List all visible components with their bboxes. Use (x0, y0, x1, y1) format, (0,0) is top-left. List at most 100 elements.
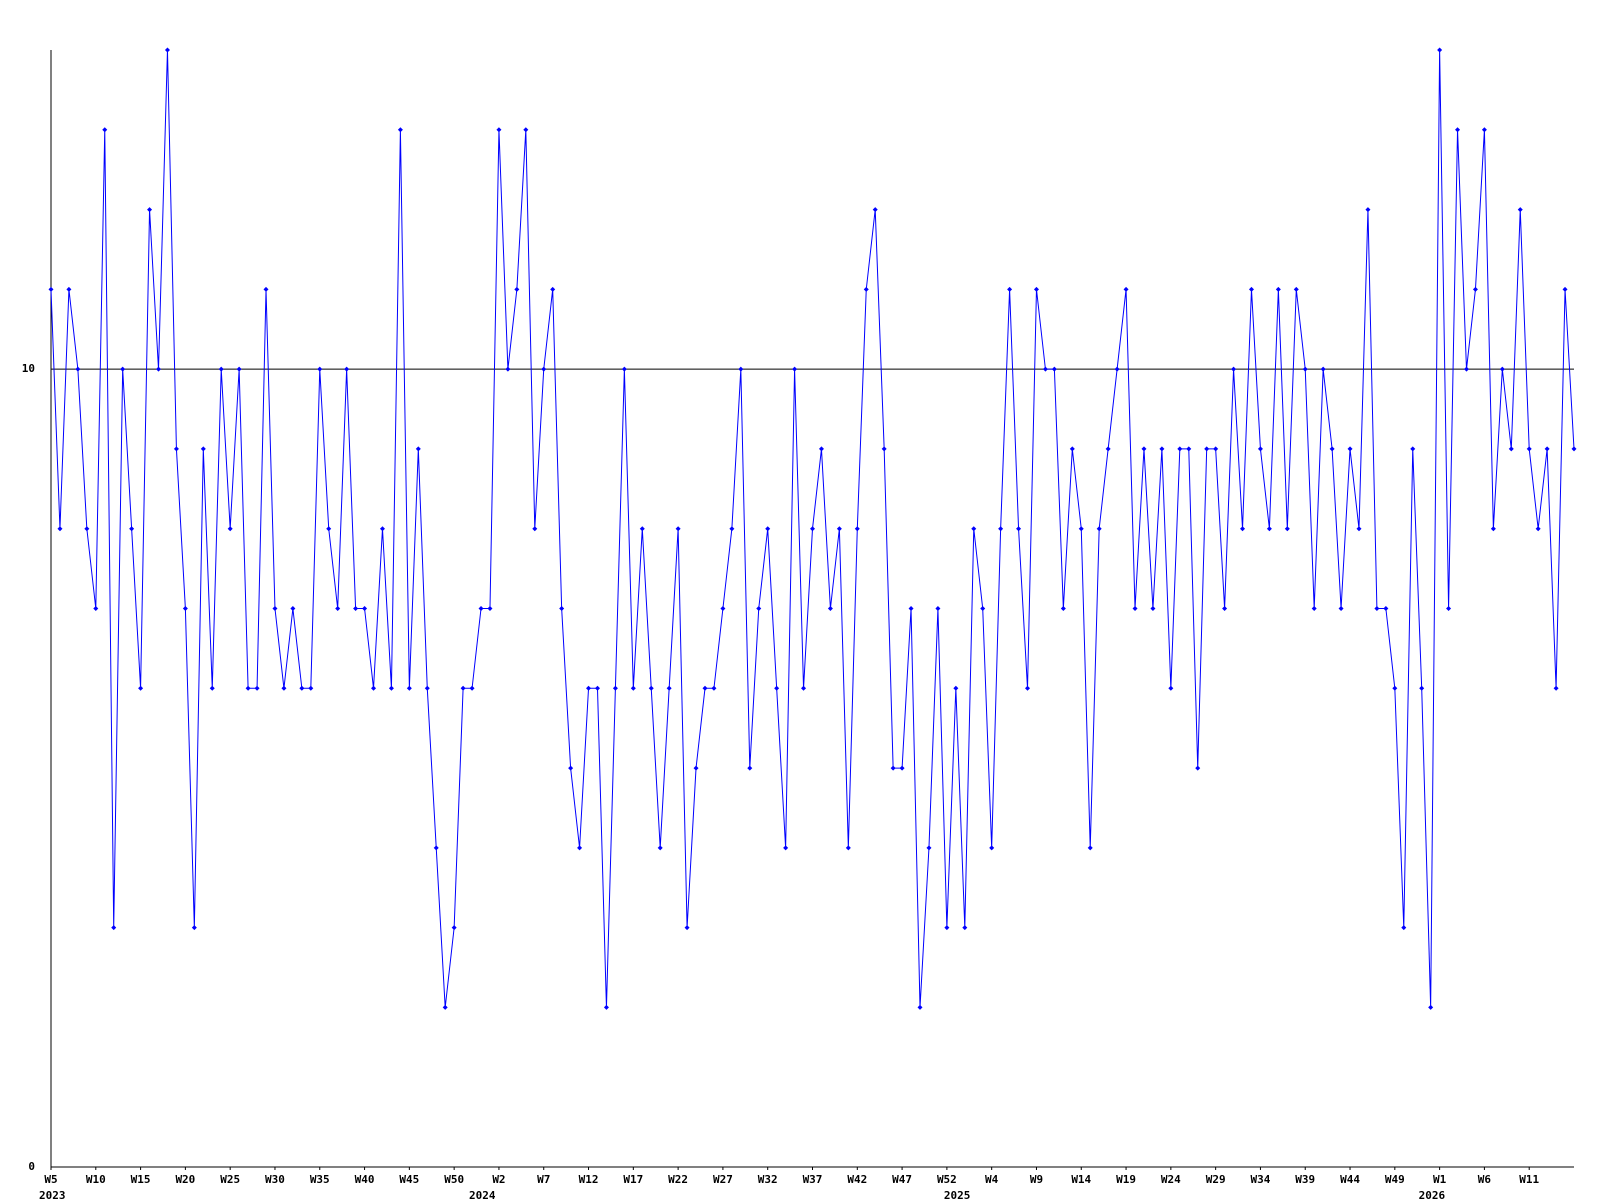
point (93, 606, 99, 611)
point (48, 286, 54, 292)
point (827, 606, 833, 611)
point (379, 526, 385, 532)
point (1356, 526, 1362, 532)
point (164, 47, 170, 53)
point (1472, 286, 1478, 292)
point (200, 446, 206, 452)
point (254, 685, 260, 691)
point (612, 685, 618, 691)
point (514, 286, 520, 292)
point (1392, 685, 1398, 691)
point (1096, 526, 1102, 532)
point (460, 685, 466, 691)
point (621, 366, 627, 372)
point (451, 925, 457, 931)
x-tick-label: W24 (1161, 1173, 1181, 1186)
point (1463, 366, 1469, 372)
point (594, 685, 600, 691)
y-tick-label: 0 (28, 1160, 35, 1173)
point (415, 446, 421, 452)
point (702, 685, 708, 691)
point (1042, 366, 1048, 372)
point (1499, 366, 1505, 372)
point (1553, 685, 1559, 691)
point (111, 925, 117, 931)
point (729, 526, 735, 532)
year-label: 2023 (39, 1189, 66, 1200)
point (1374, 606, 1380, 611)
point (1401, 925, 1407, 931)
point (1266, 526, 1272, 532)
point (1016, 526, 1022, 532)
point (1562, 286, 1568, 292)
point (935, 606, 941, 611)
point (75, 366, 81, 372)
point (236, 366, 242, 372)
point (1159, 446, 1165, 452)
x-tick-label: W45 (399, 1173, 419, 1186)
x-tick-label: W17 (623, 1173, 643, 1186)
point (371, 685, 377, 691)
point (1490, 526, 1496, 532)
point (173, 446, 179, 452)
point (971, 526, 977, 532)
point (890, 765, 896, 771)
point (1231, 366, 1237, 372)
point (1544, 446, 1550, 452)
point (1275, 286, 1281, 292)
point (102, 127, 108, 133)
point (1177, 446, 1183, 452)
x-tick-label: W40 (355, 1173, 375, 1186)
x-tick-label: W19 (1116, 1173, 1136, 1186)
point (1168, 685, 1174, 691)
point (424, 685, 430, 691)
point (496, 127, 502, 133)
point (1123, 286, 1129, 292)
point (899, 765, 905, 771)
point (1060, 606, 1066, 611)
point (792, 366, 798, 372)
point (290, 606, 296, 611)
point (478, 606, 484, 611)
x-tick-label: W11 (1519, 1173, 1539, 1186)
point (299, 685, 305, 691)
x-tick-label: W7 (537, 1173, 550, 1186)
point (1347, 446, 1353, 452)
point (84, 526, 90, 532)
point (1087, 845, 1093, 851)
x-tick-label: W25 (220, 1173, 240, 1186)
x-tick-label: W20 (175, 1173, 195, 1186)
x-tick-label: W9 (1030, 1173, 1043, 1186)
year-label: 2026 (1419, 1189, 1446, 1200)
point (1320, 366, 1326, 372)
point (523, 127, 529, 133)
point (227, 526, 233, 532)
point (1248, 286, 1254, 292)
x-tick-label: W15 (131, 1173, 151, 1186)
point (1284, 526, 1290, 532)
point (1419, 685, 1425, 691)
point (57, 526, 63, 532)
point (908, 606, 914, 611)
point (1132, 606, 1138, 611)
point (1222, 606, 1228, 611)
point (568, 765, 574, 771)
point (1105, 446, 1111, 452)
point (1383, 606, 1389, 611)
point (1007, 286, 1013, 292)
point (603, 1004, 609, 1010)
point (765, 526, 771, 532)
x-tick-label: W37 (803, 1173, 823, 1186)
point (1114, 366, 1120, 372)
point (1329, 446, 1335, 452)
point (397, 127, 403, 133)
x-tick-label: W44 (1340, 1173, 1360, 1186)
x-tick-label: W42 (847, 1173, 867, 1186)
point (845, 845, 851, 851)
point (388, 685, 394, 691)
x-tick-label: W5 (44, 1173, 57, 1186)
point (1338, 606, 1344, 611)
x-tick-label: W12 (579, 1173, 599, 1186)
point (818, 446, 824, 452)
point (980, 606, 986, 611)
